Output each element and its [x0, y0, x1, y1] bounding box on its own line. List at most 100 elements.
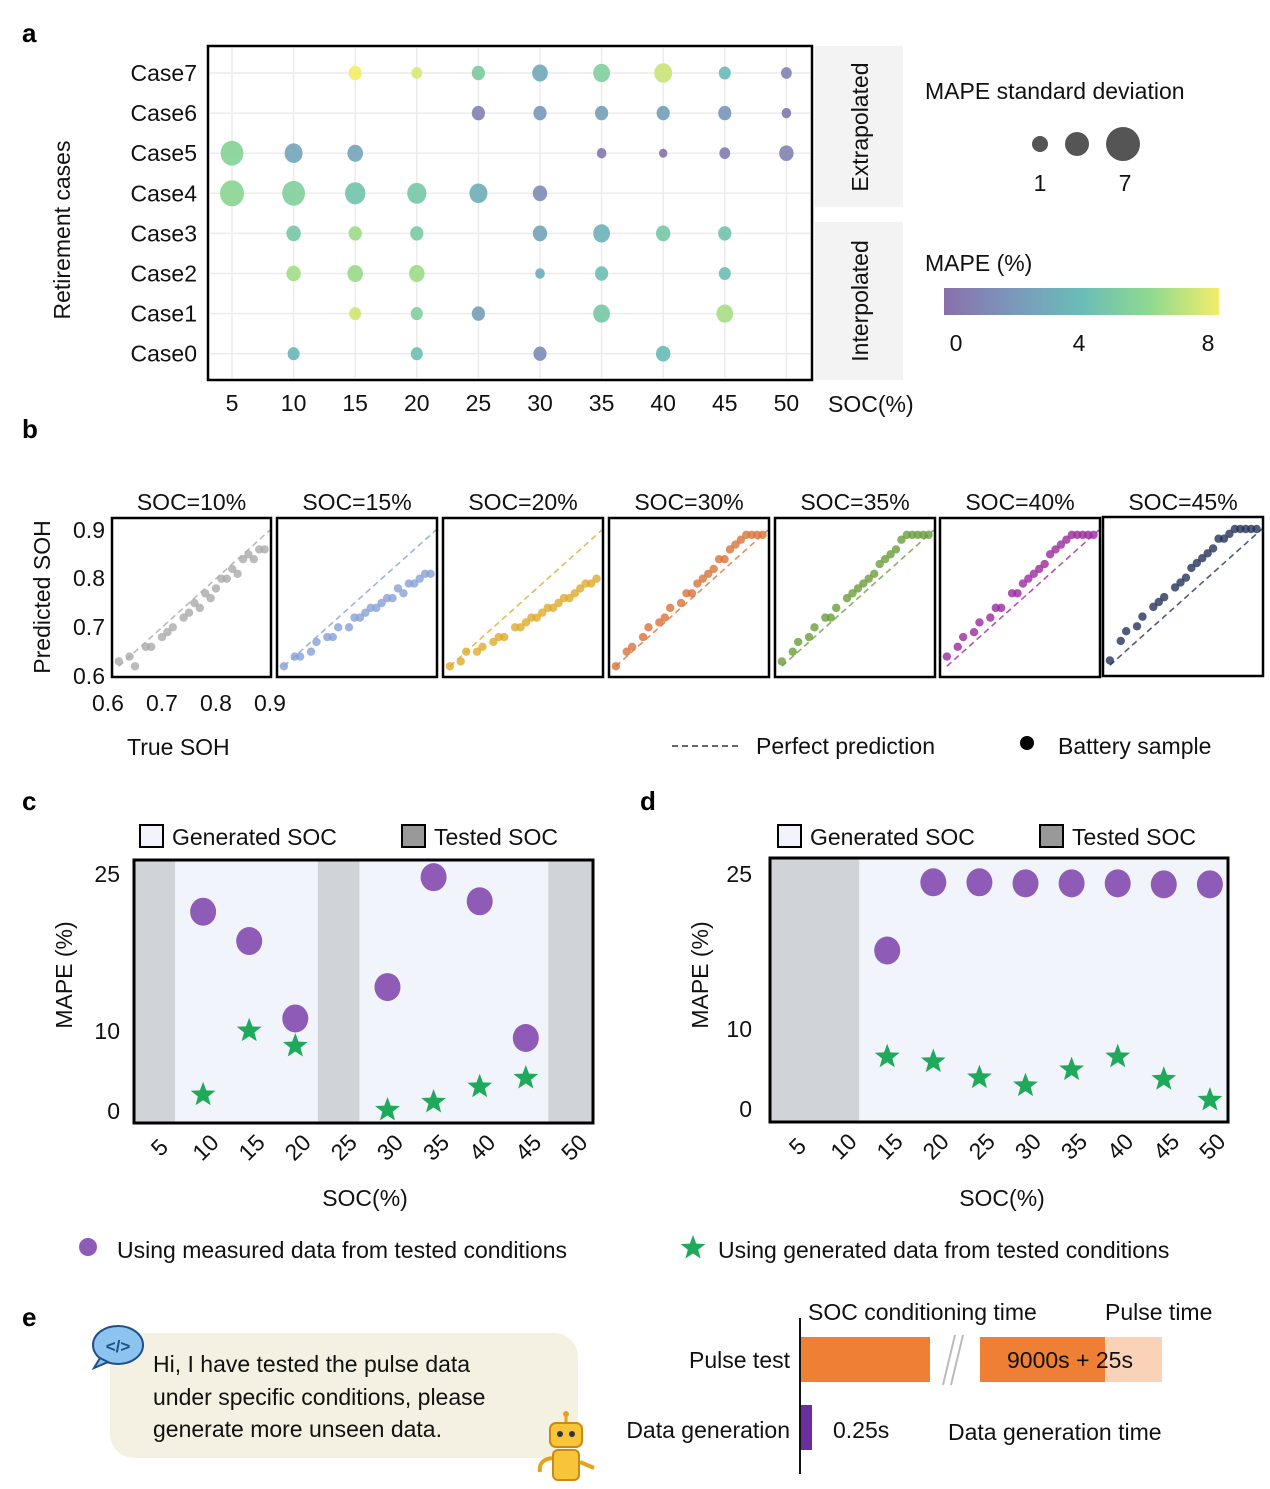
battery-sample-point	[725, 545, 735, 554]
subplot-soc35: SOC=35%	[773, 489, 937, 679]
generated-data-point	[967, 1064, 992, 1089]
battery-sample-point	[244, 550, 253, 559]
bubble-case2-soc20	[409, 265, 425, 282]
measured-data-point	[236, 927, 263, 956]
bubble-case1-soc45	[716, 304, 734, 323]
bubble-case0-soc10	[287, 347, 300, 361]
y-tick-case3: Case3	[131, 220, 197, 246]
battery-sample-point	[1154, 597, 1163, 607]
measured-data-point	[920, 868, 947, 897]
x-tick: 40	[464, 1129, 500, 1165]
bubble-case7-soc35	[593, 63, 610, 83]
x-axis-label: SOC(%)	[828, 391, 914, 417]
battery-sample-point	[233, 569, 242, 578]
star-icon	[680, 1235, 706, 1259]
battery-sample-point	[1013, 589, 1022, 598]
battery-sample-point	[942, 652, 952, 661]
bubble-case6-soc35	[595, 105, 609, 121]
x-tick: 0.9	[254, 690, 286, 716]
battery-sample-point	[870, 569, 879, 578]
legend-generated-marker	[680, 1235, 706, 1259]
battery-sample-point	[880, 555, 890, 564]
x-tick: 30	[372, 1129, 408, 1165]
battery-sample-point	[1176, 578, 1185, 587]
generated-data-point	[874, 1043, 900, 1068]
bubble-case7-soc50	[781, 67, 792, 79]
x-axis-label: True SOH	[127, 734, 230, 760]
battery-sample-point	[456, 657, 465, 666]
battery-sample-point	[997, 603, 1006, 613]
legend-tested-soc: Tested SOC	[434, 824, 558, 850]
y-tick: 10	[94, 1018, 120, 1044]
bubble-case5-soc15	[347, 144, 364, 162]
subplot-title: SOC=15%	[302, 489, 411, 515]
perfect-prediction-line	[781, 529, 935, 667]
size-legend-small	[1032, 136, 1048, 152]
x-tick: 40	[650, 390, 676, 416]
battery-sample-point	[538, 608, 547, 617]
colorbar-tick: 8	[1202, 330, 1215, 356]
y-tick-case1: Case1	[131, 301, 197, 327]
battery-sample-point	[731, 540, 740, 549]
battery-sample-point	[698, 574, 707, 583]
battery-sample-point	[1121, 627, 1131, 636]
bubble-case7-soc20	[411, 67, 423, 79]
x-tick: 50	[556, 1129, 592, 1165]
battery-sample-point	[532, 613, 541, 622]
battery-sample-point	[1225, 529, 1234, 539]
subplot-frame	[275, 516, 439, 679]
x-tick: 0.6	[92, 690, 124, 716]
battery-sample-point	[655, 618, 664, 627]
bubble-case5-soc45	[719, 147, 731, 160]
battery-sample-point	[1149, 602, 1158, 612]
legend-generated: Using generated data from tested conditi…	[718, 1237, 1169, 1263]
bubble-case0-soc40	[656, 345, 671, 362]
x-tick: 10	[281, 390, 307, 416]
battery-sample-point	[853, 584, 863, 593]
measured-data-point	[1150, 870, 1177, 899]
measured-data-point	[282, 1004, 309, 1033]
bar-soc-conditioning-part2	[980, 1337, 1105, 1382]
plot-frame	[768, 856, 1230, 1124]
bubble-case2-soc35	[595, 266, 609, 281]
x-tick: 15	[871, 1128, 907, 1164]
battery-sample-point	[891, 545, 901, 554]
panel-label-c: c	[22, 786, 36, 816]
strip-label-interpolated: Interpolated	[847, 240, 873, 361]
generation-caption: Data generation time	[948, 1419, 1162, 1445]
battery-sample-point	[842, 593, 852, 603]
battery-sample-point	[521, 618, 531, 627]
battery-sample-point	[163, 628, 172, 637]
battery-sample-point	[644, 623, 653, 632]
battery-sample-point	[897, 535, 906, 544]
battery-sample-point	[687, 589, 697, 598]
colorbar	[944, 288, 1219, 315]
generated-data-point	[190, 1081, 216, 1106]
battery-sample-point	[334, 623, 343, 632]
bubble-case2-soc10	[286, 265, 301, 282]
battery-sample-point	[461, 647, 471, 656]
battery-sample-point	[864, 574, 873, 583]
bubble-case6-soc50	[781, 107, 792, 119]
battery-sample-point	[410, 579, 419, 588]
battery-sample-point	[676, 598, 686, 608]
bubble-case3-soc35	[593, 224, 610, 243]
battery-sample-point	[157, 632, 167, 642]
x-tick: 15	[342, 390, 368, 416]
color-legend-title: MAPE (%)	[925, 250, 1032, 276]
bubble-case4-soc25	[469, 183, 488, 204]
perfect-prediction-line	[615, 529, 769, 667]
panel-c-mape-chart: 25 10 05 10 15 20 25 30 35 40 45 50 MAPE (%) SOC(%) Ge…	[51, 824, 595, 1211]
measured-data-point	[1104, 869, 1131, 898]
generated-data-point	[375, 1097, 400, 1121]
legend-dot	[1020, 736, 1034, 750]
battery-sample-point	[328, 632, 337, 642]
bubble-case5-soc5	[220, 140, 244, 166]
size-legend-max: 7	[1119, 170, 1132, 196]
bar-generation	[801, 1405, 812, 1450]
header-soc-conditioning: SOC conditioning time	[808, 1299, 1037, 1325]
x-tick: 35	[418, 1129, 454, 1165]
bubble-case6-soc40	[656, 105, 670, 121]
battery-sample-point	[986, 613, 995, 622]
